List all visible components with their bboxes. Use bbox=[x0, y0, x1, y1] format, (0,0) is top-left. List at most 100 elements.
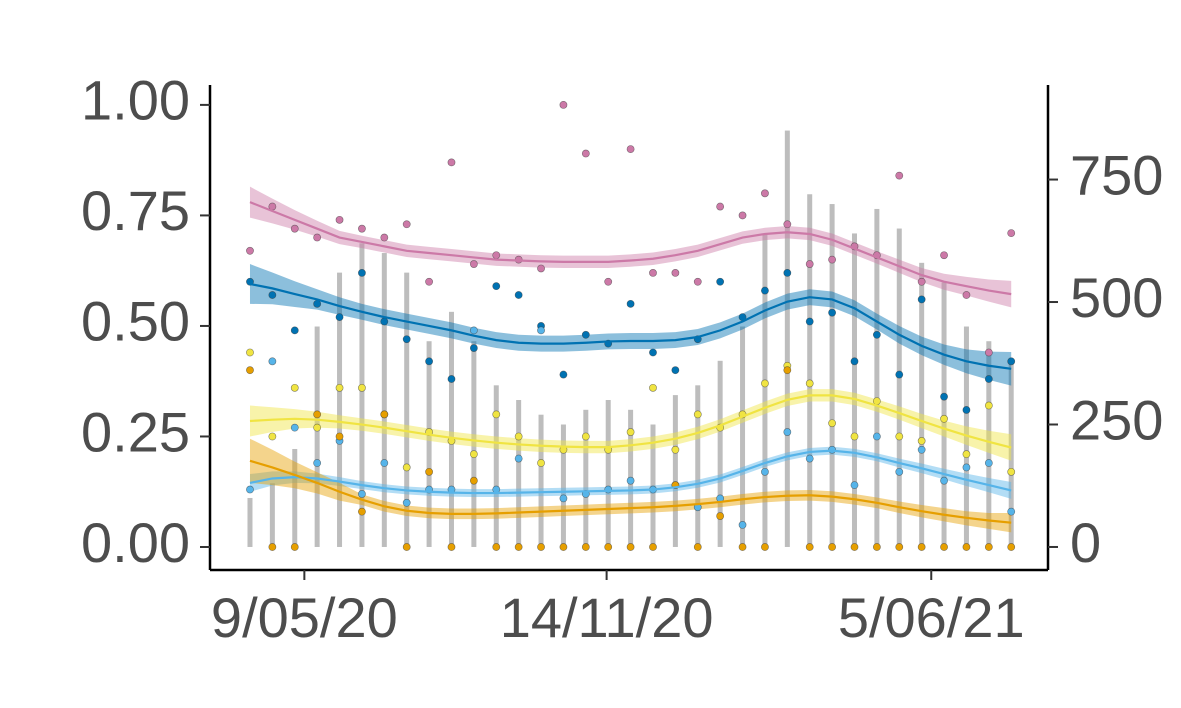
point bbox=[604, 543, 613, 551]
point bbox=[402, 543, 411, 551]
point bbox=[313, 423, 322, 432]
bar bbox=[314, 326, 320, 547]
point bbox=[290, 423, 299, 432]
point bbox=[693, 277, 702, 286]
y-tick-label: 0.50 bbox=[81, 290, 190, 353]
bars bbox=[247, 130, 1014, 547]
point bbox=[984, 543, 993, 551]
point bbox=[962, 291, 971, 299]
bar bbox=[269, 483, 275, 547]
point bbox=[940, 476, 948, 485]
point bbox=[962, 450, 971, 459]
point bbox=[828, 543, 837, 551]
point bbox=[514, 291, 523, 299]
point bbox=[514, 543, 523, 551]
point bbox=[358, 224, 366, 233]
y2-tick-label: 500 bbox=[1070, 266, 1163, 329]
y-tick-label: 0.75 bbox=[81, 179, 190, 242]
bar bbox=[448, 311, 454, 547]
y2-tick-label: 0 bbox=[1070, 511, 1101, 574]
point bbox=[581, 149, 590, 158]
bar bbox=[471, 341, 477, 547]
point bbox=[358, 383, 366, 392]
point bbox=[738, 211, 747, 220]
point bbox=[313, 410, 322, 419]
point bbox=[783, 366, 792, 375]
point bbox=[761, 467, 769, 476]
point bbox=[537, 543, 545, 551]
point bbox=[380, 317, 389, 326]
point bbox=[447, 375, 456, 383]
point bbox=[761, 543, 769, 551]
lines bbox=[249, 201, 1012, 524]
x-tick-label: 9/05/20 bbox=[211, 586, 398, 649]
y-tick-label: 1.00 bbox=[81, 69, 190, 132]
point bbox=[335, 432, 344, 441]
point bbox=[716, 512, 725, 520]
point bbox=[469, 344, 478, 352]
bar bbox=[672, 395, 678, 547]
point bbox=[962, 543, 971, 551]
bar bbox=[404, 272, 410, 547]
bar bbox=[986, 341, 992, 547]
bar bbox=[359, 243, 365, 547]
point bbox=[447, 543, 456, 551]
bar bbox=[896, 228, 902, 547]
point bbox=[537, 264, 545, 273]
point bbox=[895, 467, 904, 476]
y-tick-label: 0.00 bbox=[81, 511, 190, 574]
point bbox=[380, 459, 389, 467]
bar bbox=[740, 326, 746, 547]
confidence-band bbox=[249, 438, 1012, 533]
smooth-line bbox=[249, 201, 1012, 296]
point bbox=[380, 410, 389, 419]
point bbox=[962, 406, 971, 414]
point bbox=[940, 414, 948, 423]
point bbox=[850, 543, 859, 551]
point bbox=[290, 224, 299, 233]
point bbox=[358, 507, 366, 516]
point bbox=[626, 543, 635, 551]
point bbox=[872, 330, 881, 339]
point bbox=[940, 543, 948, 551]
bar bbox=[1008, 360, 1014, 547]
point bbox=[559, 543, 568, 551]
point bbox=[268, 357, 277, 366]
point bbox=[850, 432, 859, 441]
point bbox=[716, 277, 725, 286]
point bbox=[1007, 507, 1016, 516]
point bbox=[1007, 543, 1016, 551]
point bbox=[425, 277, 433, 286]
bar bbox=[538, 414, 544, 547]
point bbox=[492, 543, 501, 551]
bar bbox=[807, 194, 813, 547]
bar bbox=[560, 424, 566, 547]
point bbox=[649, 543, 657, 551]
bar bbox=[247, 497, 253, 547]
point bbox=[246, 366, 254, 375]
point bbox=[313, 233, 322, 242]
point bbox=[626, 476, 635, 485]
point bbox=[962, 463, 971, 472]
point bbox=[783, 428, 792, 436]
point bbox=[872, 543, 881, 551]
point bbox=[649, 268, 657, 277]
point bbox=[537, 459, 545, 467]
point bbox=[402, 335, 411, 344]
bar bbox=[695, 385, 701, 547]
bar bbox=[337, 272, 343, 547]
point bbox=[850, 481, 859, 490]
point bbox=[917, 543, 926, 551]
point bbox=[805, 317, 814, 326]
point bbox=[514, 432, 523, 441]
bar bbox=[784, 130, 790, 547]
point bbox=[984, 401, 993, 410]
point bbox=[805, 260, 814, 268]
point bbox=[402, 220, 411, 229]
point bbox=[872, 432, 881, 441]
point bbox=[850, 357, 859, 366]
point bbox=[246, 485, 254, 494]
point bbox=[492, 410, 501, 419]
point bbox=[492, 282, 501, 291]
point bbox=[268, 432, 277, 441]
